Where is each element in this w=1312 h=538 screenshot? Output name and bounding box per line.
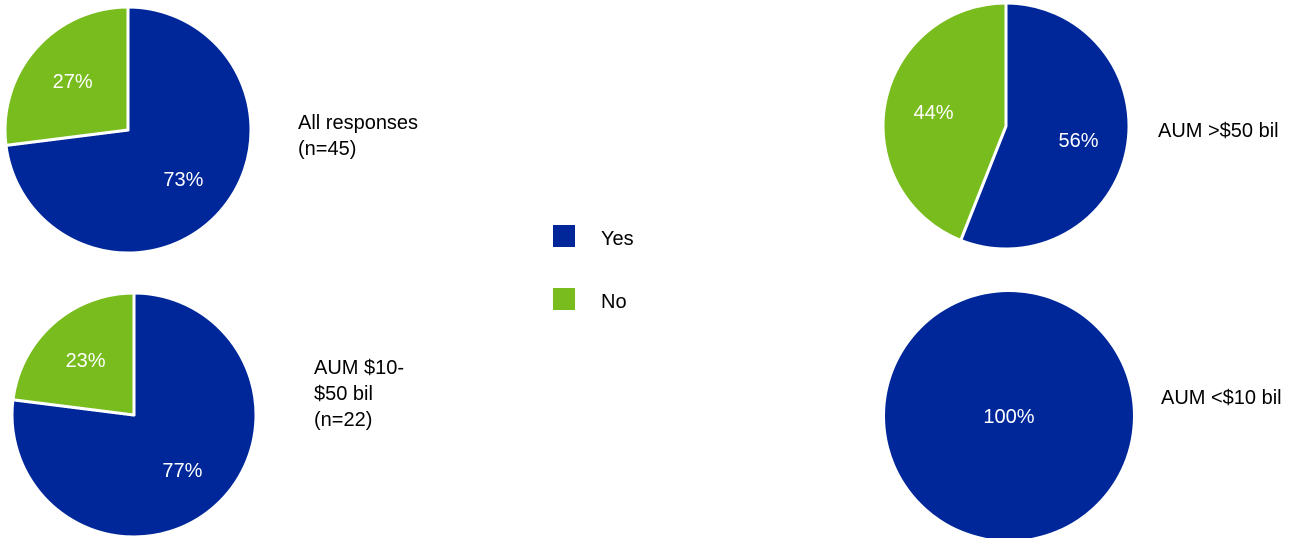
legend-label: Yes bbox=[601, 228, 634, 250]
slice-data-label: 77% bbox=[162, 460, 202, 482]
pie-title-line: All responses bbox=[298, 112, 418, 134]
legend-swatch-yes bbox=[553, 225, 575, 247]
chart-legend: Yes No bbox=[553, 225, 634, 313]
slice-data-label: 27% bbox=[53, 71, 93, 93]
pie-title: AUM <$10 bil bbox=[1161, 387, 1282, 409]
pie-title-line: AUM <$10 bil bbox=[1161, 387, 1282, 409]
legend-item-yes: Yes bbox=[553, 225, 634, 250]
slice-data-label: 73% bbox=[163, 169, 203, 191]
pie-title-line: $50 bil bbox=[314, 383, 373, 405]
pie-chart-2: 77% 23% AUM $10- $50 bil (n=22) bbox=[10, 291, 404, 538]
pie-slice-yes bbox=[885, 292, 1133, 538]
pie-slice-no bbox=[11, 291, 136, 417]
legend-label: No bbox=[601, 291, 627, 313]
pie-title: AUM >$50 bil bbox=[1158, 120, 1279, 142]
pie-slice-yes bbox=[959, 1, 1131, 251]
pie-slice-no bbox=[881, 1, 1008, 242]
pie-title-line: AUM $10- bbox=[314, 357, 404, 379]
pie-title-line: (n=22) bbox=[314, 409, 372, 431]
pie-chart-1: 73% 27% All responses (n=45) bbox=[3, 5, 418, 255]
slice-data-label: 44% bbox=[913, 102, 953, 124]
pie-chart-4: 100% AUM <$10 bil bbox=[885, 292, 1282, 538]
pie-charts-group: 73% 27% All responses (n=45) 77% 23% AUM $10- $… bbox=[3, 1, 1282, 538]
slice-data-label: 56% bbox=[1058, 130, 1098, 152]
pie-slice-no bbox=[3, 5, 130, 147]
pie-chart-3: 56% 44% AUM >$50 bil bbox=[881, 1, 1279, 251]
legend-item-no: No bbox=[553, 288, 627, 313]
slice-data-label: 23% bbox=[66, 350, 106, 372]
pie-title: All responses (n=45) bbox=[298, 112, 418, 160]
slice-data-label: 100% bbox=[983, 406, 1034, 428]
pie-title-line: (n=45) bbox=[298, 138, 356, 160]
pie-title: AUM $10- $50 bil (n=22) bbox=[314, 357, 404, 431]
legend-swatch-no bbox=[553, 288, 575, 310]
pie-title-line: AUM >$50 bil bbox=[1158, 120, 1279, 142]
